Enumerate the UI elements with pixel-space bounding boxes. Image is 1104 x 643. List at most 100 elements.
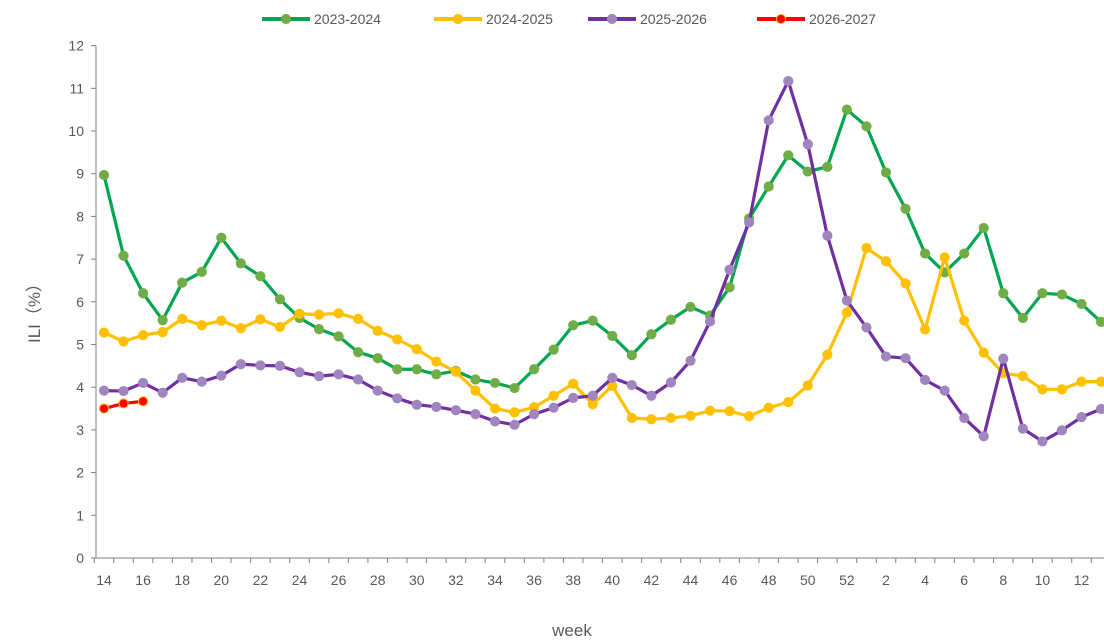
y-axis-title: ILI（%） xyxy=(25,275,44,343)
data-point xyxy=(509,382,520,394)
series-line xyxy=(103,79,1102,444)
data-point xyxy=(861,322,872,333)
data-point xyxy=(216,370,227,381)
data-point xyxy=(1056,384,1068,395)
data-point xyxy=(880,351,892,362)
data-point xyxy=(118,250,129,261)
data-point xyxy=(1037,436,1048,447)
data-point xyxy=(118,336,129,347)
data-point xyxy=(98,169,110,181)
x-tick-label: 10 xyxy=(1035,572,1051,588)
data-point xyxy=(372,385,383,396)
data-point xyxy=(1095,316,1104,327)
data-point xyxy=(548,344,559,355)
legend-swatch-marker xyxy=(775,13,787,25)
data-point xyxy=(392,364,403,375)
data-point xyxy=(1037,288,1048,299)
y-tick-label: 7 xyxy=(76,251,84,267)
data-point xyxy=(138,377,149,389)
data-point xyxy=(431,369,442,380)
series-2024-2025 xyxy=(98,242,1104,425)
x-axis-title: week xyxy=(551,621,592,640)
data-point xyxy=(118,398,129,409)
data-point xyxy=(587,390,598,401)
data-point xyxy=(450,405,461,416)
data-point xyxy=(724,406,735,417)
data-point xyxy=(724,282,735,293)
data-point xyxy=(333,308,344,319)
x-tick-label: 26 xyxy=(331,572,347,588)
x-tick-label: 34 xyxy=(487,572,503,588)
y-tick-label: 12 xyxy=(68,38,84,54)
data-point xyxy=(880,167,892,178)
data-point xyxy=(294,367,305,378)
data-point xyxy=(255,360,266,371)
data-point xyxy=(509,419,520,430)
legend-label: 2025-2026 xyxy=(640,11,707,27)
data-point xyxy=(685,301,696,313)
data-point xyxy=(900,203,911,214)
data-point xyxy=(900,353,911,364)
y-tick-label: 8 xyxy=(76,208,84,224)
x-tick-label: 12 xyxy=(1074,572,1090,588)
legend-label: 2024-2025 xyxy=(486,11,553,27)
x-tick-label: 50 xyxy=(800,572,816,588)
data-point xyxy=(744,217,755,228)
data-point xyxy=(157,387,168,398)
data-point xyxy=(489,416,501,427)
data-point xyxy=(392,393,403,404)
x-axis: 14 16 18 20 22 24 26 28 30 32 34 36 38 40 42 44 46 48 50 52… xyxy=(93,557,1104,588)
data-point xyxy=(470,385,481,396)
data-point xyxy=(98,327,110,338)
data-point xyxy=(1076,411,1087,423)
y-tick-label: 1 xyxy=(76,507,84,523)
data-point xyxy=(177,313,188,324)
legend-item: 2024-2025 xyxy=(434,11,553,27)
data-point xyxy=(509,407,520,418)
data-point xyxy=(900,278,911,289)
data-point xyxy=(822,349,833,360)
data-point xyxy=(157,327,168,338)
x-tick-label: 40 xyxy=(605,572,621,588)
data-point xyxy=(724,264,735,275)
data-point xyxy=(255,314,266,325)
data-point xyxy=(255,271,266,282)
data-point xyxy=(274,360,286,371)
data-point xyxy=(841,307,853,318)
data-point xyxy=(274,294,286,305)
data-point xyxy=(118,385,129,397)
data-point xyxy=(978,347,989,358)
data-point xyxy=(822,161,833,172)
x-tick-label: 20 xyxy=(214,572,230,588)
series-2025-2026 xyxy=(98,75,1104,447)
data-point xyxy=(313,324,325,335)
data-point xyxy=(939,252,950,263)
x-tick-label: 30 xyxy=(409,572,425,588)
y-tick-label: 0 xyxy=(76,550,84,566)
data-point xyxy=(568,378,579,389)
data-point xyxy=(431,356,442,367)
data-point xyxy=(783,150,794,161)
x-tick-label: 42 xyxy=(644,572,660,588)
data-point xyxy=(1095,376,1104,387)
data-point xyxy=(313,309,325,320)
legend-swatch-marker xyxy=(606,13,618,25)
plot-area xyxy=(98,75,1104,447)
data-point xyxy=(704,316,716,327)
x-tick-label: 28 xyxy=(370,572,386,588)
data-point xyxy=(665,412,677,424)
data-point xyxy=(274,321,286,333)
data-point xyxy=(920,248,931,259)
data-point xyxy=(861,121,872,132)
data-point xyxy=(470,374,481,385)
legend-swatch-marker xyxy=(452,13,464,25)
series-line xyxy=(102,108,1103,390)
data-point xyxy=(333,369,344,380)
x-tick-label: 2 xyxy=(882,572,890,588)
data-point xyxy=(470,409,481,420)
data-point xyxy=(568,392,579,403)
y-tick-label: 5 xyxy=(76,337,84,353)
data-point xyxy=(1017,370,1028,382)
